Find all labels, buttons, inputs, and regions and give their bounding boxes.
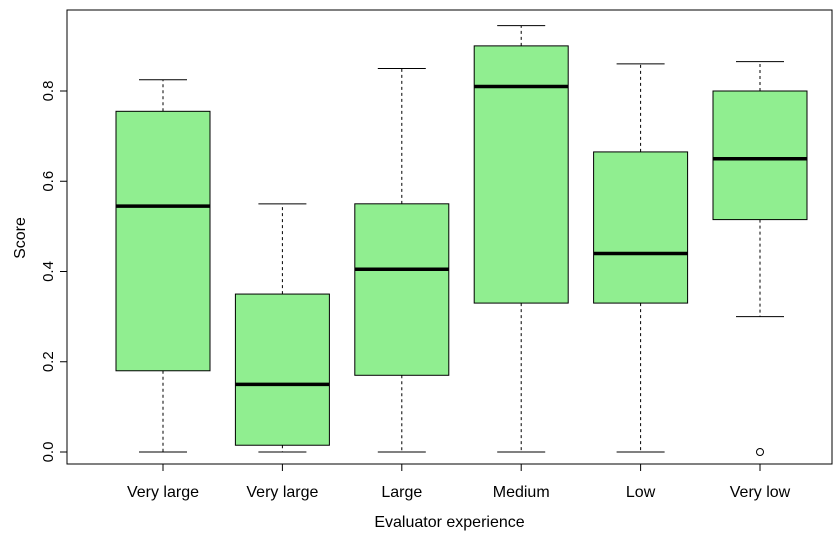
y-tick-label: 0.8 xyxy=(40,81,57,102)
iqr-box xyxy=(473,45,569,304)
y-tick-label: 0.0 xyxy=(40,442,57,463)
box-5 xyxy=(593,63,689,453)
iqr-box xyxy=(593,151,689,304)
outlier-point xyxy=(756,448,764,456)
x-axis-labels: Very large Very large Large Medium Low Very l… xyxy=(127,464,791,501)
y-tick-label: 0.2 xyxy=(40,351,57,372)
x-tick-label: Very large xyxy=(246,484,318,501)
box-3 xyxy=(354,67,450,453)
box-6 xyxy=(712,61,808,456)
y-tick-label: 0.4 xyxy=(40,261,57,282)
boxes-group xyxy=(115,25,808,456)
iqr-box xyxy=(712,90,808,221)
y-axis-title: Score xyxy=(12,217,29,259)
x-tick-label: Medium xyxy=(493,484,550,501)
iqr-box xyxy=(115,110,211,372)
iqr-box xyxy=(234,293,330,446)
box-1 xyxy=(115,79,211,453)
x-tick-label: Low xyxy=(626,484,656,501)
x-tick-label: Very low xyxy=(730,484,791,501)
iqr-box xyxy=(354,203,450,376)
y-tick-label: 0.6 xyxy=(40,171,57,192)
x-axis-title: Evaluator experience xyxy=(374,514,524,531)
x-tick-label: Very large xyxy=(127,484,199,501)
box-2 xyxy=(234,203,330,453)
y-axis: 0.0 0.2 0.4 0.6 0.8 xyxy=(40,81,68,463)
box-4 xyxy=(473,25,569,453)
x-tick-label: Large xyxy=(381,484,422,501)
